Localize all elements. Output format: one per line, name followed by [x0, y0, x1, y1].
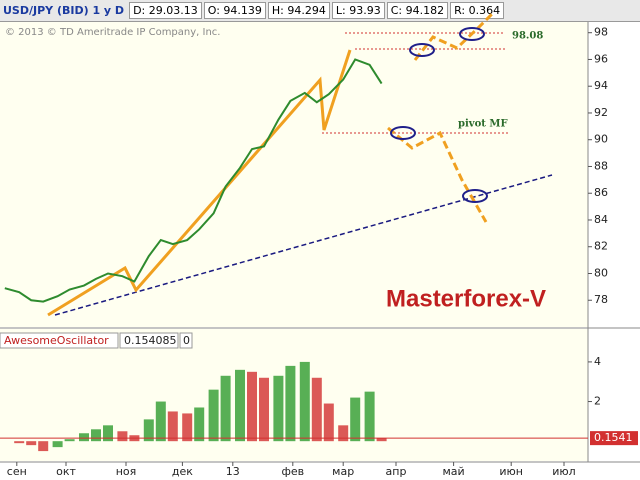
osc-bar [38, 441, 49, 452]
y-tick-label: 78 [594, 293, 608, 306]
x-tick-label: 13 [226, 465, 240, 478]
osc-value: 0.154085 [124, 334, 177, 347]
marker [459, 27, 485, 41]
y-tick-label: 86 [594, 186, 608, 199]
osc-bar [376, 438, 387, 442]
last-value-box [590, 431, 638, 446]
osc-label-box [119, 332, 179, 349]
watermark: Masterforex-V [386, 285, 546, 312]
price-panel [0, 22, 588, 327]
osc-bar [52, 441, 63, 448]
x-tick-label: апр [386, 465, 407, 478]
osc-bar [299, 361, 310, 442]
field: D: 29.03.13 [129, 2, 202, 19]
x-tick-label: сен [7, 465, 27, 478]
field: L: 93.93 [331, 2, 385, 19]
osc-bar [323, 403, 334, 442]
symbol[interactable]: USD/JPY (BID) 1 y D [0, 3, 128, 18]
y-tick-label: 98 [594, 26, 608, 39]
osc-value: 0 [183, 334, 190, 347]
osc-bar [117, 431, 128, 442]
y-tick-label: 88 [594, 159, 608, 172]
osc-bar [364, 391, 375, 442]
annotation: pivot MF [458, 119, 508, 130]
trend-line [54, 174, 553, 316]
y-tick-label: 2 [594, 395, 601, 408]
osc-bar [259, 377, 269, 442]
osc-bar [79, 433, 89, 442]
x-tick-label: фев [281, 465, 304, 478]
y-tick-label: 90 [594, 133, 608, 146]
copyright: © 2013 © TD Ameritrade IP Company, Inc. [5, 27, 221, 38]
osc-bar [235, 369, 245, 442]
osc-bar [338, 425, 349, 442]
y-tick-label: 4 [594, 355, 601, 368]
osc-bar [285, 365, 296, 442]
osc-bar [103, 425, 113, 442]
x-tick-label: окт [56, 465, 76, 478]
osc-bar [194, 407, 205, 442]
field: O: 94.139 [203, 2, 266, 19]
y-tick-label: 94 [594, 79, 608, 92]
x-tick-label: май [442, 465, 464, 478]
x-tick-label: мар [332, 465, 354, 478]
x-tick-label: июл [552, 465, 575, 478]
field: H: 94.294 [267, 2, 330, 19]
x-tick-label: дек [172, 465, 193, 478]
osc-bar [167, 411, 178, 442]
x-tick-label: июн [499, 465, 523, 478]
osc-bar [143, 419, 154, 442]
forecast [387, 126, 488, 223]
y-tick-label: 82 [594, 240, 608, 253]
field: C: 94.182 [386, 2, 449, 19]
y-tick-label: 92 [594, 106, 608, 119]
last-value-label: 0.1541 [594, 431, 633, 444]
osc-bar [311, 377, 322, 442]
osc-bar [26, 441, 37, 446]
osc-label-box [179, 332, 193, 349]
y-tick-label: 80 [594, 266, 608, 279]
osc-label-box [0, 332, 119, 349]
osc-title: AwesomeOscillator [4, 334, 109, 347]
osc-bar [14, 441, 25, 444]
y-tick-label: 96 [594, 52, 608, 65]
osc-bar [350, 397, 361, 442]
marker [409, 43, 435, 57]
price-line [4, 58, 383, 303]
y-tick-label: 84 [594, 213, 608, 226]
osc-bar [182, 413, 193, 442]
osc-bar [247, 371, 257, 442]
osc-bar [91, 429, 101, 442]
annotation: 98.08 [512, 31, 543, 42]
osc-bar [155, 401, 166, 442]
toolbar: USD/JPY (BID) 1 y D D: 29.03.13 O: 94.13… [0, 0, 640, 22]
osc-bar [208, 389, 219, 442]
osc-bar [273, 375, 284, 442]
osc-bar [64, 439, 75, 442]
marker [462, 189, 488, 203]
marker [390, 126, 416, 140]
osc-bar [220, 375, 231, 442]
x-tick-label: ноя [116, 465, 137, 478]
